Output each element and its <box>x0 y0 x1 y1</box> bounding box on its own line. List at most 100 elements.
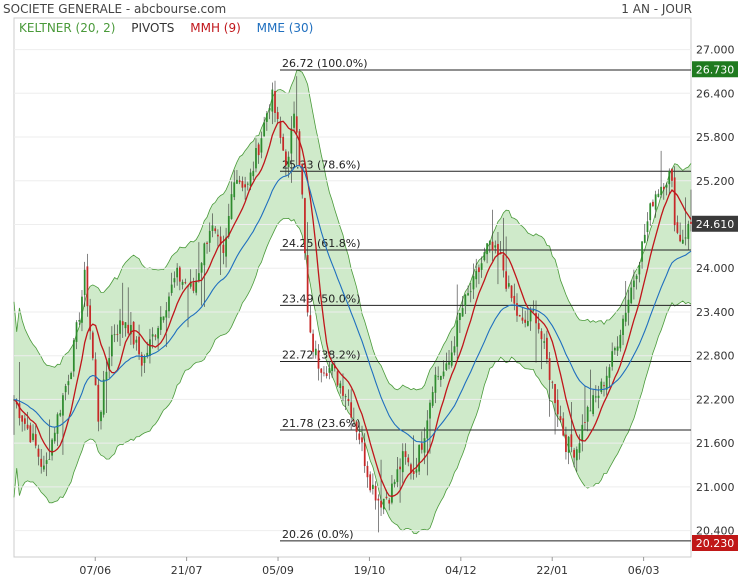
candle-body <box>532 310 535 311</box>
candle-body <box>219 236 222 245</box>
candle-body <box>67 381 70 386</box>
candle-body <box>426 420 429 439</box>
candle-body <box>285 151 287 166</box>
candle-body <box>268 108 271 111</box>
candle-body <box>140 354 143 366</box>
candle-body <box>246 183 249 185</box>
y-tick-label: 22.200 <box>696 393 735 406</box>
candle-body <box>64 386 67 393</box>
candle-body <box>238 180 241 183</box>
legend-mme[interactable]: MME (30) <box>256 21 314 35</box>
candle-body <box>559 416 562 420</box>
candle-body <box>89 305 92 332</box>
candle-body <box>151 334 154 337</box>
candle-body <box>505 271 507 289</box>
candle-body <box>510 285 513 299</box>
candle-body <box>619 334 622 349</box>
y-tick-label: 25.200 <box>696 175 735 188</box>
candle-body <box>584 422 586 423</box>
candle-body <box>298 131 301 166</box>
candle-body <box>233 182 236 198</box>
candle-body <box>279 122 282 138</box>
candle-body <box>472 276 475 290</box>
candle-body <box>91 332 94 359</box>
candle-body <box>132 321 135 345</box>
candle-body <box>410 464 412 473</box>
candle-body <box>676 222 679 233</box>
candle-body <box>110 334 113 357</box>
fibonacci-label: 21.78 (23.6%) <box>282 417 361 430</box>
candle-body <box>230 194 233 219</box>
candle-body <box>252 170 255 177</box>
candle-body <box>236 179 238 184</box>
candle-body <box>165 310 168 318</box>
candle-body <box>573 449 575 458</box>
keltner-band-fill <box>14 70 691 534</box>
candle-body <box>105 371 108 381</box>
candle-body <box>575 449 578 461</box>
candle-body <box>149 339 151 356</box>
candle-body <box>633 280 635 288</box>
y-tick-label: 25.800 <box>696 131 735 144</box>
candle-body <box>181 281 184 285</box>
candle-body <box>135 339 138 343</box>
candle-body <box>374 485 377 501</box>
candle-body <box>372 484 374 490</box>
candle-body <box>537 323 540 330</box>
candle-body <box>562 418 565 436</box>
candle-body <box>159 316 162 330</box>
y-tick-label: 24.000 <box>696 262 735 275</box>
candle-body <box>429 402 431 419</box>
candle-body <box>475 270 478 280</box>
candle-body <box>592 395 595 415</box>
candle-body <box>100 411 102 422</box>
candle-body <box>309 315 312 333</box>
candle-body <box>654 194 657 210</box>
candle-body <box>48 459 51 460</box>
candle-body <box>507 283 510 287</box>
candle-body <box>241 180 244 188</box>
candle-body <box>97 384 100 422</box>
candle-body <box>611 351 614 367</box>
candle-body <box>260 138 263 153</box>
candle-body <box>43 465 45 470</box>
candle-body <box>34 434 37 446</box>
candle-body <box>681 239 684 244</box>
candle-body <box>195 280 198 293</box>
mmh-line <box>13 120 692 498</box>
candle-body <box>382 498 385 510</box>
candle-body <box>437 376 440 378</box>
candle-body <box>516 303 518 316</box>
candle-body <box>393 481 396 485</box>
candle-body <box>684 237 687 239</box>
candle-body <box>170 284 173 294</box>
candle-body <box>45 460 48 464</box>
legend-mmh[interactable]: MMH (9) <box>190 21 241 35</box>
candle-body <box>358 433 361 440</box>
candle-body <box>78 320 81 322</box>
candle-body <box>385 496 388 499</box>
candle-body <box>40 458 43 467</box>
candle-body <box>56 414 59 434</box>
legend-pivots[interactable]: PIVOTS <box>131 21 175 35</box>
candle-body <box>456 320 459 347</box>
candle-body <box>70 372 72 380</box>
candle-body <box>331 364 333 372</box>
y-tick-label: 26.400 <box>696 87 735 100</box>
candle-body <box>339 383 342 388</box>
candle-body <box>265 113 268 122</box>
candle-body <box>594 396 597 398</box>
candle-body <box>53 432 56 442</box>
candle-body <box>518 315 521 317</box>
candle-body <box>673 177 676 226</box>
candle-body <box>189 281 192 287</box>
candle-body <box>671 168 673 181</box>
candle-body <box>282 136 285 151</box>
legend-keltner[interactable]: KELTNER (20, 2) <box>19 21 116 35</box>
candle-body <box>567 436 570 453</box>
candle-body <box>249 172 252 187</box>
candle-body <box>624 312 627 322</box>
candle-body <box>37 448 40 457</box>
candle-body <box>600 381 603 393</box>
candle-body <box>578 443 581 453</box>
